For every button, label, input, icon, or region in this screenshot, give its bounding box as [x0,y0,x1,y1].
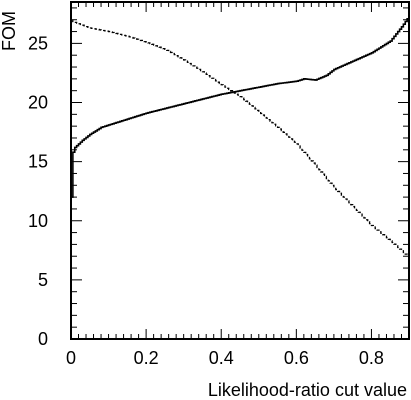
series-line-solid [71,18,409,198]
series-line-dashed [71,20,409,257]
x-tick-label: 0 [66,348,76,368]
y-tick-label: 15 [28,152,48,172]
x-tick-label: 0.4 [209,348,234,368]
plot-area [70,1,410,340]
tick-labels: 0 0.2 0.4 0.6 0.8 0 5 10 15 20 25 [28,33,384,368]
x-tick-label: 0.6 [284,348,309,368]
y-tick-label: 5 [38,270,48,290]
axis-ticks [70,2,410,340]
y-tick-label: 0 [38,329,48,349]
x-tick-label: 0.8 [359,348,384,368]
y-tick-label: 25 [28,33,48,53]
plot-frame [70,1,410,340]
y-tick-label: 10 [28,211,48,231]
y-axis-title: FOM [0,11,19,51]
x-tick-label: 0.2 [134,348,159,368]
x-axis-title: Likelihood-ratio cut value [208,380,407,400]
y-tick-label: 20 [28,93,48,113]
